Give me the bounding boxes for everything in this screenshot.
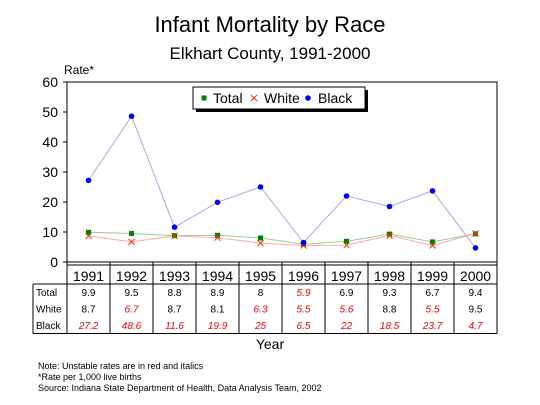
x-axis-label: Year xyxy=(255,336,285,352)
point-white xyxy=(171,232,178,240)
point-total xyxy=(86,229,91,235)
y-tick-label: 10 xyxy=(42,224,58,240)
x-tick-label: 1996 xyxy=(288,268,319,284)
point-white xyxy=(386,232,393,239)
point-total xyxy=(258,235,263,241)
table-cell-total: 9.5 xyxy=(125,288,139,299)
point-white xyxy=(214,234,221,242)
point-white xyxy=(429,242,436,249)
legend-label-white: White xyxy=(264,90,300,106)
point-white xyxy=(257,239,264,247)
table-cell-black: 18.5 xyxy=(380,321,400,332)
x-tick-label: 1999 xyxy=(417,268,448,284)
table-cell-total: 9.9 xyxy=(82,288,96,299)
table-cell-total: 8 xyxy=(258,288,264,299)
point-white xyxy=(85,232,92,240)
series-line-black xyxy=(88,115,476,249)
table-cell-black: 6.5 xyxy=(297,321,311,332)
x-tick-label: 1998 xyxy=(374,268,405,284)
table-cell-white: 6.7 xyxy=(125,305,139,316)
table-cell-white: 8.7 xyxy=(82,305,96,316)
series-line-total xyxy=(88,231,476,245)
legend-marker-black xyxy=(305,95,311,101)
table-cell-white: 5.6 xyxy=(340,305,354,316)
note-unstable: Note: Unstable rates are in red and ital… xyxy=(38,361,204,371)
legend-marker-total xyxy=(201,95,207,101)
table-cell-total: 6.9 xyxy=(340,288,354,299)
point-white xyxy=(343,241,350,249)
legend-label-total: Total xyxy=(213,90,243,106)
x-tick-label: 1992 xyxy=(116,268,147,284)
y-tick-label: 0 xyxy=(50,254,58,270)
table-cell-white: 8.8 xyxy=(383,305,397,316)
table-cell-total: 5.9 xyxy=(297,288,311,299)
point-black xyxy=(257,184,264,190)
table-cell-white: 9.5 xyxy=(469,305,483,316)
point-black xyxy=(300,239,307,246)
chart-subtitle: Elkhart County, 1991-2000 xyxy=(169,44,371,63)
legend-label-black: Black xyxy=(318,90,353,106)
x-tick-label: 1997 xyxy=(331,268,362,284)
table-row-label-total: Total xyxy=(36,288,57,299)
table-cell-black: 19.9 xyxy=(208,321,228,332)
note-source: Source: Indiana State Department of Heal… xyxy=(38,383,322,393)
table-cell-white: 5.5 xyxy=(297,305,311,316)
table-row-label-white: White xyxy=(36,305,62,316)
note-rate: *Rate per 1,000 live births xyxy=(38,372,142,382)
point-total xyxy=(129,231,134,236)
y-tick-label: 30 xyxy=(42,164,58,180)
chart-notes: Note: Unstable rates are in red and ital… xyxy=(38,361,322,394)
table-cell-black: 27.2 xyxy=(78,321,99,332)
y-tick-label: 60 xyxy=(42,74,58,90)
table-cell-black: 22 xyxy=(340,321,353,332)
y-tick-label: 20 xyxy=(42,194,58,210)
legend-box xyxy=(192,86,366,110)
table-cell-black: 23.7 xyxy=(422,321,443,332)
table-cell-total: 9.3 xyxy=(383,288,397,299)
point-black xyxy=(343,193,350,199)
table-cell-white: 8.1 xyxy=(211,305,225,316)
series-line-white xyxy=(88,233,476,247)
point-black xyxy=(171,224,178,230)
y-tick-label: 50 xyxy=(42,104,58,120)
chart-title: Infant Mortality by Race xyxy=(154,12,386,37)
point-black xyxy=(429,188,436,194)
point-black xyxy=(128,113,135,119)
x-tick-label: 1995 xyxy=(245,268,276,284)
y-axis-label: Rate* xyxy=(64,63,95,77)
point-total xyxy=(215,232,220,238)
point-total xyxy=(430,239,435,245)
legend-marker-white xyxy=(250,94,258,102)
table-cell-black: 11.6 xyxy=(165,321,184,332)
table-cell-white: 8.7 xyxy=(168,305,182,316)
point-black xyxy=(85,177,92,184)
x-tick-label: 1991 xyxy=(73,268,104,284)
table-cell-black: 4.7 xyxy=(469,321,483,332)
x-tick-label: 1994 xyxy=(202,268,233,284)
point-black xyxy=(472,245,479,251)
point-black xyxy=(386,203,393,210)
table-cell-total: 8.8 xyxy=(168,288,182,299)
point-total xyxy=(344,238,349,244)
table-cell-black: 25 xyxy=(254,321,267,332)
table-cell-total: 6.7 xyxy=(426,288,440,299)
x-tick-label: 1993 xyxy=(159,268,190,284)
table-cell-white: 6.3 xyxy=(254,305,268,316)
table-cell-white: 5.5 xyxy=(426,305,440,316)
table-row-label-black: Black xyxy=(36,321,61,332)
y-tick-label: 40 xyxy=(42,134,58,150)
x-tick-label: 2000 xyxy=(460,268,491,284)
point-black xyxy=(214,199,221,206)
table-cell-total: 8.9 xyxy=(211,288,225,299)
point-total xyxy=(387,231,392,237)
point-white xyxy=(472,230,479,237)
table-cell-black: 48.6 xyxy=(122,321,142,332)
point-white xyxy=(128,238,135,246)
table-cell-total: 9.4 xyxy=(469,288,483,299)
